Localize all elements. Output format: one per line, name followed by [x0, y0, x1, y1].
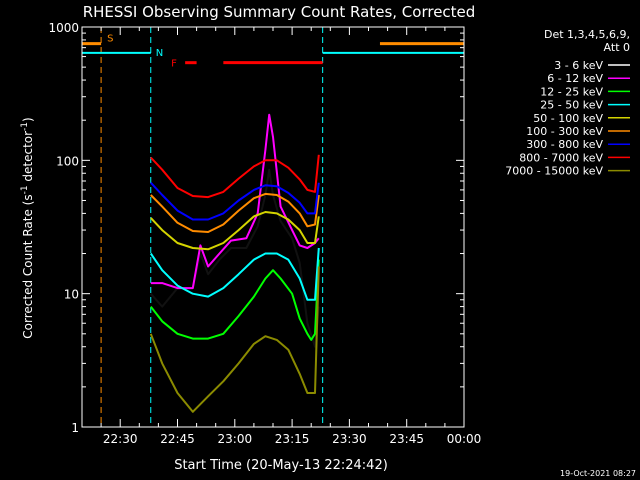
- y-axis-label: Corrected Count Rate (s-1 detector-1): [20, 117, 35, 338]
- x-tick-label-5: 23:45: [389, 432, 424, 446]
- x-tick-label-0: 22:30: [103, 432, 138, 446]
- x-tick-label-6: 00:00: [447, 432, 482, 446]
- series-line-1: [150, 113, 320, 290]
- series-line-2: [150, 259, 320, 341]
- plot-area: S NF: [82, 27, 465, 427]
- axes: 22:30 22:45 23:00 23:15 23:30 23:45 00:00 1 10 10…: [48, 21, 481, 446]
- footer-date: 19-Oct-2021 08:27: [560, 469, 636, 478]
- x-tick-label-4: 23:30: [332, 432, 367, 446]
- x-tick-label-2: 23:00: [218, 432, 253, 446]
- y-tick-label-2: 100: [56, 154, 79, 168]
- x-tick-label-1: 22:45: [160, 432, 195, 446]
- saa-label: S: [107, 34, 113, 45]
- series-line-5: [150, 192, 320, 233]
- y-tick-label-3: 1000: [48, 21, 79, 35]
- legend-label-0: 3 - 6 keV: [554, 59, 603, 72]
- legend-label-3: 25 - 50 keV: [540, 99, 603, 112]
- series-line-3: [149, 247, 320, 301]
- legend-label-8: 7000 - 15000 keV: [505, 165, 603, 178]
- legend-label-6: 300 - 800 keV: [526, 138, 603, 151]
- legend-label-2: 12 - 25 keV: [540, 85, 603, 98]
- y-tick-label-1: 10: [64, 288, 79, 302]
- chart-title: RHESSI Observing Summary Count Rates, Co…: [83, 3, 476, 21]
- series-line-8: [149, 266, 320, 413]
- series-line-6: [150, 182, 320, 221]
- y-tick-label-0: 1: [71, 421, 79, 435]
- series-line-7: [150, 154, 320, 199]
- night-label: N: [156, 48, 163, 59]
- flare-label: F: [171, 59, 177, 70]
- legend-header-line2: Att 0: [604, 41, 630, 54]
- legend-label-1: 6 - 12 keV: [547, 72, 603, 85]
- legend-label-5: 100 - 300 keV: [526, 125, 603, 138]
- legend-header-line1: Det 1,3,4,5,6,9,: [544, 28, 630, 41]
- x-tick-label-3: 23:15: [275, 432, 310, 446]
- x-axis-label: Start Time (20-May-13 22:24:42): [174, 458, 388, 473]
- legend-label-7: 800 - 7000 keV: [519, 151, 603, 164]
- series-line-4: [150, 211, 320, 251]
- legend-label-4: 50 - 100 keV: [533, 112, 603, 125]
